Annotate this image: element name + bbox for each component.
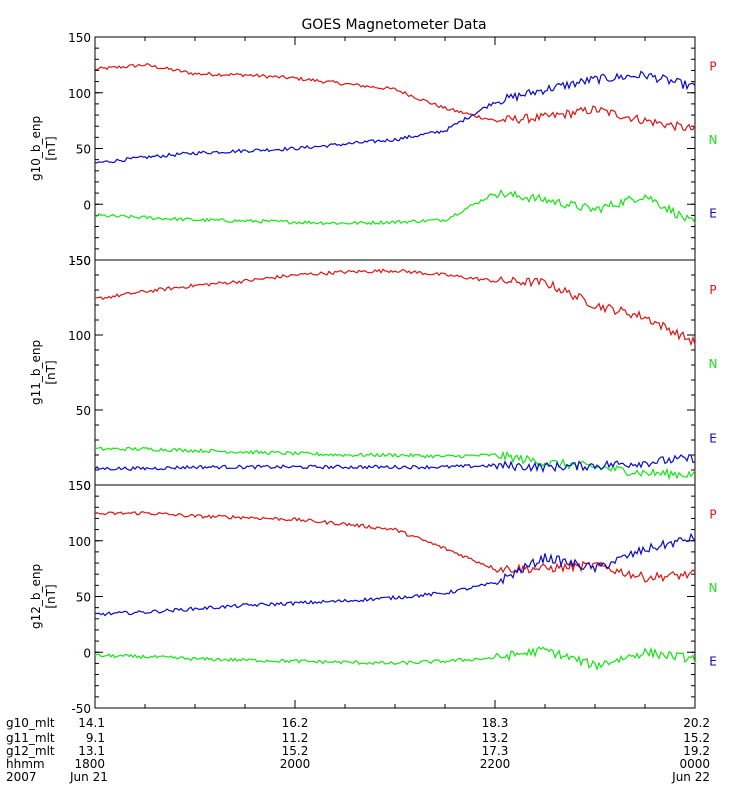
- y-axis-unit: [nT]: [44, 136, 58, 160]
- series-line-P: [94, 63, 696, 132]
- x-tick-value: 0000: [679, 757, 710, 771]
- y-tick-label: 0: [83, 646, 91, 660]
- x-tick-value: Jun 22: [671, 770, 710, 784]
- y-tick-label: 150: [68, 31, 91, 45]
- x-row-label: g11_mlt: [6, 731, 55, 745]
- legend-E: E: [709, 655, 717, 669]
- x-tick-value: 13.1: [78, 744, 105, 758]
- y-axis-label: g10_b_enp: [29, 116, 43, 181]
- legend-N: N: [709, 581, 718, 595]
- legend-P: P: [709, 283, 716, 297]
- y-tick-label: 150: [68, 479, 91, 493]
- y-axis-unit: [nT]: [44, 584, 58, 608]
- series-line-N: [94, 188, 696, 226]
- chart-title: GOES Magnetometer Data: [301, 17, 486, 33]
- y-tick-label: 100: [68, 329, 91, 343]
- x-tick-value: 20.2: [683, 716, 710, 730]
- y-tick-label: 0: [83, 479, 91, 493]
- x-tick-value: 15.2: [683, 731, 710, 745]
- x-row-label: g12_mlt: [6, 744, 55, 758]
- x-tick-value: 9.1: [86, 731, 105, 745]
- y-tick-label: -50: [71, 702, 91, 716]
- y-axis-label: g12_b_enp: [29, 564, 43, 629]
- x-row-label: 2007: [6, 770, 37, 784]
- series-line-E: [94, 454, 696, 474]
- x-tick-value: Jun 21: [69, 770, 108, 784]
- series-line-N: [94, 646, 696, 671]
- x-tick-value: 11.2: [282, 731, 309, 745]
- panel-1: -50 0 50 100 150 g10_b_enp [nT] P N E: [29, 31, 717, 268]
- y-tick-label: 0: [83, 198, 91, 212]
- x-tick-value: 16.2: [282, 716, 309, 730]
- panel-2: 0 50 100 150 g11_b_enp [nT] P N E: [29, 254, 717, 493]
- legend-N: N: [709, 357, 718, 371]
- x-row-label: g10_mlt: [6, 716, 55, 730]
- series-line-P: [94, 511, 696, 583]
- y-axis-unit: [nT]: [44, 360, 58, 384]
- panel-3: -50 0 50 100 150 g12_b_enp [nT] P N E: [29, 479, 717, 716]
- y-tick-label: 50: [76, 591, 91, 605]
- y-tick-label: 50: [76, 404, 91, 418]
- x-tick-value: 13.2: [482, 731, 509, 745]
- series-line-E: [94, 532, 696, 617]
- x-tick-value: 17.3: [482, 744, 509, 758]
- panel-frame: [94, 484, 696, 709]
- x-tick-value: 1800: [74, 757, 105, 771]
- legend-E: E: [709, 431, 717, 445]
- series-line-E: [94, 70, 696, 164]
- y-tick-label: 100: [68, 535, 91, 549]
- x-tick-value: 14.1: [78, 716, 105, 730]
- x-tick-value: 19.2: [683, 744, 710, 758]
- y-tick-label: 150: [68, 254, 91, 268]
- legend-P: P: [709, 507, 716, 521]
- x-tick-value: 18.3: [482, 716, 509, 730]
- legend-E: E: [709, 207, 717, 221]
- panel-frame: [94, 259, 696, 486]
- x-tick-value: 2000: [280, 757, 311, 771]
- y-axis-label: g11_b_enp: [29, 340, 43, 405]
- series-line-N: [94, 446, 696, 481]
- y-tick-label: -50: [71, 254, 91, 268]
- x-tick-value: 2200: [480, 757, 511, 771]
- x-tick-value: 15.2: [282, 744, 309, 758]
- legend-P: P: [709, 59, 716, 73]
- series-line-P: [94, 268, 696, 347]
- legend-N: N: [709, 133, 718, 147]
- y-tick-label: 100: [68, 87, 91, 101]
- x-row-label: hhmm: [6, 757, 45, 771]
- y-tick-label: 50: [76, 143, 91, 157]
